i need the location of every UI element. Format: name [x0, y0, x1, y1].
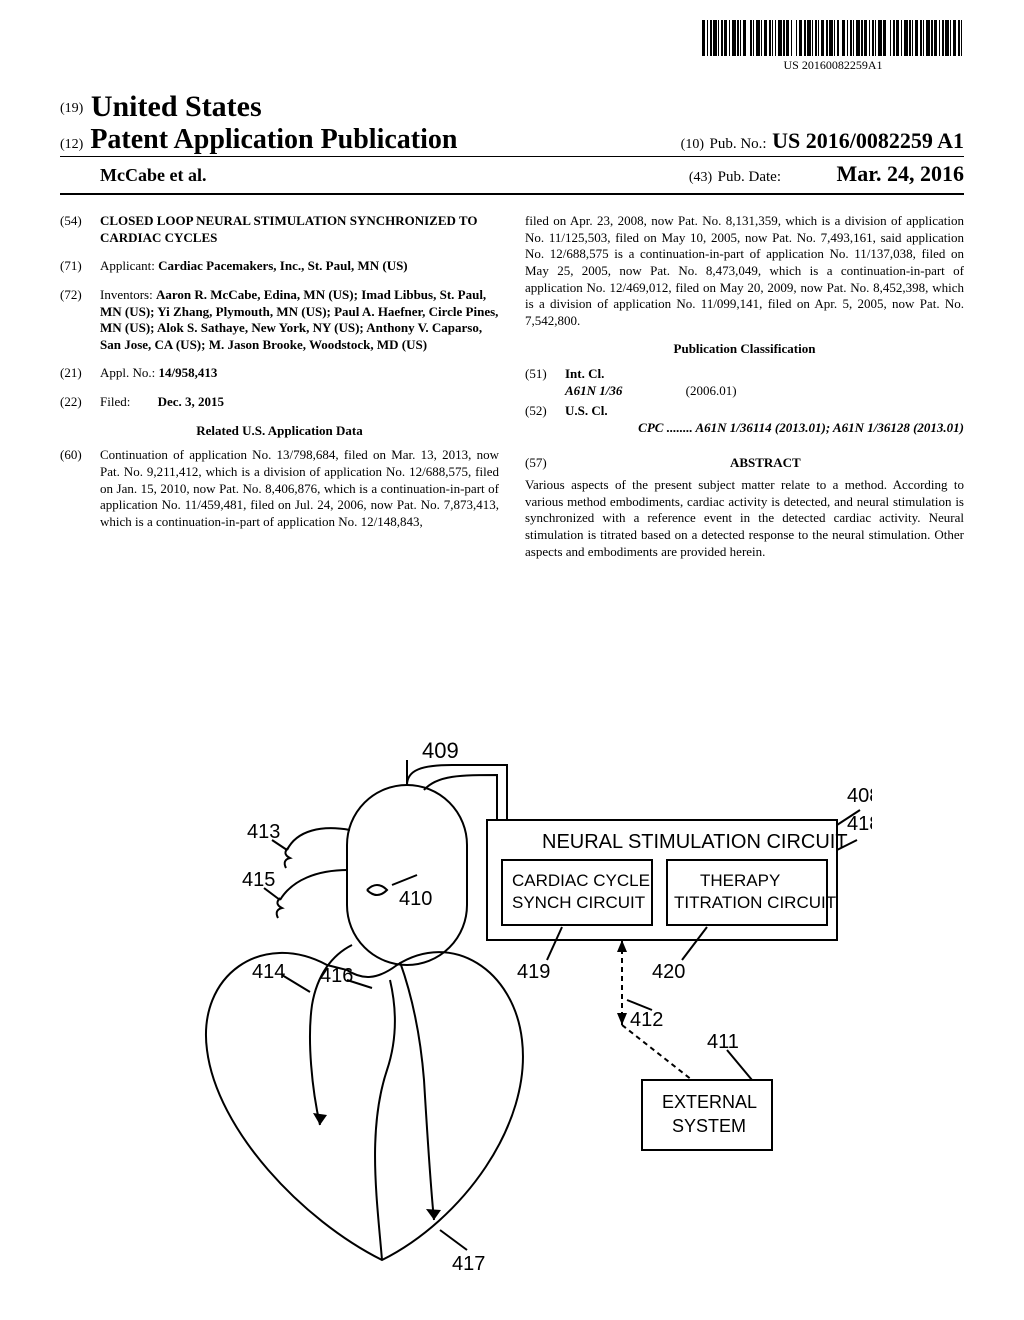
pub-no: US 2016/0082259 A1	[772, 128, 964, 153]
val-21: 14/958,413	[159, 365, 218, 380]
num-51: (51)	[525, 366, 565, 399]
code-19: (19)	[60, 101, 83, 116]
label-72: Inventors:	[100, 287, 153, 302]
label-52: U.S. Cl.	[565, 403, 608, 418]
names-row: McCabe et al. (43) Pub. Date: Mar. 24, 2…	[60, 161, 964, 195]
continuation-text: filed on Apr. 23, 2008, now Pat. No. 8,1…	[525, 213, 964, 329]
abstract-title: ABSTRACT	[567, 455, 964, 472]
ccsc2: SYNCH CIRCUIT	[512, 893, 645, 912]
code-10: (10)	[681, 137, 704, 152]
num-60: (60)	[60, 447, 100, 530]
body-22: Filed: Dec. 3, 2015	[100, 394, 499, 411]
label-413: 413	[247, 821, 280, 843]
val-22: Dec. 3, 2015	[158, 394, 224, 409]
barcode-text: US 20160082259A1	[702, 58, 964, 73]
right-column: filed on Apr. 23, 2008, now Pat. No. 8,1…	[525, 213, 964, 560]
authors: McCabe et al.	[60, 165, 206, 186]
label-420: 420	[652, 961, 685, 983]
patent-page: US 20160082259A1 (19) United States (12)…	[0, 0, 1024, 1320]
figure: 409 410 NEURAL STIMULATION CIRCUIT 418 4…	[0, 730, 1024, 1290]
country-line: (19) United States	[60, 90, 964, 124]
ccsc1: CARDIAC CYCLE	[512, 871, 650, 890]
label-410: 410	[399, 888, 432, 910]
val-72: Aaron R. McCabe, Edina, MN (US); Imad Li…	[100, 287, 498, 352]
pub-type-block: (12) Patent Application Publication	[60, 124, 457, 156]
section-71: (71) Applicant: Cardiac Pacemakers, Inc.…	[60, 258, 499, 275]
abstract-text: Various aspects of the present subject m…	[525, 477, 964, 560]
num-72: (72)	[60, 287, 100, 354]
num-21: (21)	[60, 365, 100, 382]
related-title: Related U.S. Application Data	[60, 423, 499, 440]
body-72: Inventors: Aaron R. McCabe, Edina, MN (U…	[100, 287, 499, 354]
content-columns: (54) CLOSED LOOP NEURAL STIMULATION SYNC…	[60, 213, 964, 560]
date-51: (2006.01)	[686, 383, 737, 398]
pub-date: Mar. 24, 2016	[836, 161, 964, 186]
val-71: Cardiac Pacemakers, Inc., St. Paul, MN (…	[158, 258, 408, 273]
body-51: Int. Cl. A61N 1/36 (2006.01)	[565, 366, 964, 399]
label-412: 412	[630, 1009, 663, 1031]
code-43: (43)	[689, 170, 712, 185]
num-22: (22)	[60, 394, 100, 411]
abstract-header: (57) ABSTRACT	[525, 449, 964, 478]
pub-type: Patent Application Publication	[90, 124, 457, 155]
section-52: (52) U.S. Cl. CPC ........ A61N 1/36114 …	[525, 403, 964, 436]
num-54: (54)	[60, 213, 100, 246]
barcode-block: US 20160082259A1	[702, 20, 964, 73]
pub-date-block: (43) Pub. Date: Mar. 24, 2016	[689, 161, 964, 187]
pub-no-block: (10) Pub. No.: US 2016/0082259 A1	[681, 128, 964, 154]
body-71: Applicant: Cardiac Pacemakers, Inc., St.…	[100, 258, 499, 275]
label-415: 415	[242, 869, 275, 891]
section-60: (60) Continuation of application No. 13/…	[60, 447, 499, 530]
label-409: 409	[422, 738, 459, 763]
header: (19) United States (12) Patent Applicati…	[60, 90, 964, 195]
title-54: CLOSED LOOP NEURAL STIMULATION SYNCHRONI…	[100, 213, 499, 246]
label-51: Int. Cl.	[565, 366, 604, 381]
figure-svg: 409 410 NEURAL STIMULATION CIRCUIT 418 4…	[152, 730, 872, 1290]
pub-row: (12) Patent Application Publication (10)…	[60, 124, 964, 156]
label-22: Filed:	[100, 394, 130, 409]
ttc2: TITRATION CIRCUIT	[674, 893, 836, 912]
body-21: Appl. No.: 14/958,413	[100, 365, 499, 382]
code-12: (12)	[60, 137, 83, 152]
ext1: EXTERNAL	[662, 1092, 757, 1112]
section-51: (51) Int. Cl. A61N 1/36 (2006.01)	[525, 366, 964, 399]
label-411: 411	[707, 1031, 739, 1053]
label-414: 414	[252, 961, 285, 983]
pub-date-label: Pub. Date:	[718, 169, 781, 185]
code-51: A61N 1/36	[565, 383, 622, 398]
label-416: 416	[320, 965, 353, 987]
val-60: Continuation of application No. 13/798,6…	[100, 447, 499, 530]
country-name: United States	[91, 90, 262, 123]
section-72: (72) Inventors: Aaron R. McCabe, Edina, …	[60, 287, 499, 354]
label-71: Applicant:	[100, 258, 155, 273]
label-408: 408	[847, 785, 872, 807]
cpc-52: CPC ........ A61N 1/36114 (2013.01); A61…	[565, 420, 964, 437]
left-column: (54) CLOSED LOOP NEURAL STIMULATION SYNC…	[60, 213, 499, 560]
pub-class-title: Publication Classification	[525, 341, 964, 358]
label-21: Appl. No.:	[100, 365, 155, 380]
ttc1: THERAPY	[700, 871, 780, 890]
barcode	[702, 20, 964, 56]
num-71: (71)	[60, 258, 100, 275]
section-22: (22) Filed: Dec. 3, 2015	[60, 394, 499, 411]
pub-no-label: Pub. No.:	[709, 136, 766, 152]
nsc-text: NEURAL STIMULATION CIRCUIT	[542, 831, 848, 853]
body-52: U.S. Cl. CPC ........ A61N 1/36114 (2013…	[565, 403, 964, 436]
section-21: (21) Appl. No.: 14/958,413	[60, 365, 499, 382]
ext2: SYSTEM	[672, 1116, 746, 1136]
num-52: (52)	[525, 403, 565, 436]
label-419: 419	[517, 961, 550, 983]
label-417: 417	[452, 1253, 485, 1275]
section-54: (54) CLOSED LOOP NEURAL STIMULATION SYNC…	[60, 213, 499, 246]
num-57: (57)	[525, 455, 547, 472]
